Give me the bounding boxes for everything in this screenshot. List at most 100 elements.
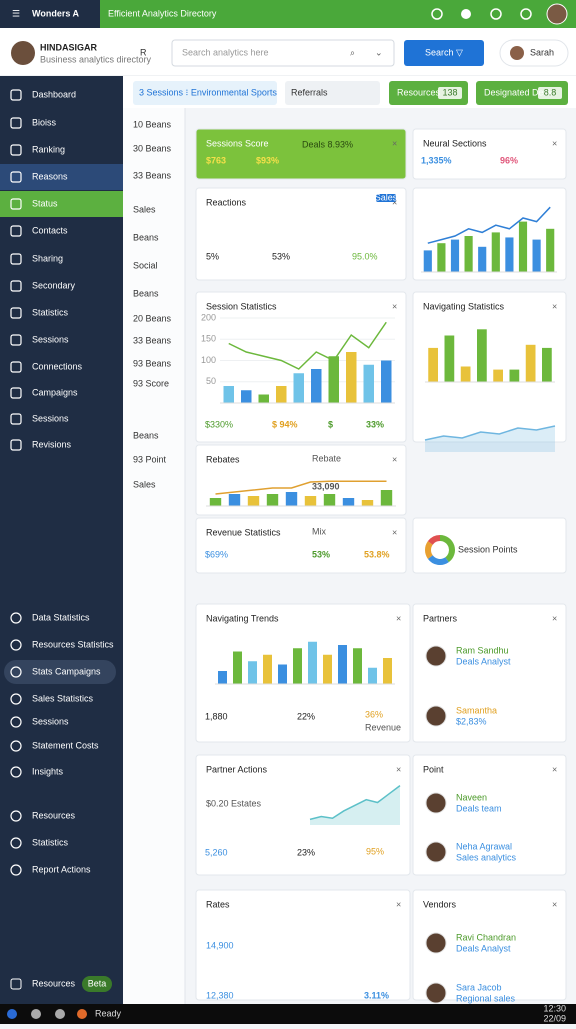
sublist-item[interactable]: 33 Beans	[133, 170, 172, 180]
search-box[interactable]	[171, 39, 395, 67]
brand-tagline: Business analytics directory	[40, 54, 152, 64]
stat: 53.8%	[364, 549, 390, 559]
taskbar-icon[interactable]	[31, 1009, 41, 1019]
user-name: Sarah	[530, 47, 554, 57]
bar	[383, 658, 392, 684]
sidebar-item[interactable]: Revisions	[32, 439, 72, 449]
sidebar-item[interactable]: Stats Campaigns	[32, 666, 101, 676]
person-role: Deals team	[456, 803, 502, 813]
avatar[interactable]	[546, 3, 568, 25]
sidebar-item[interactable]: Sessions	[32, 413, 69, 423]
sidebar-item[interactable]: Data Statistics	[32, 612, 90, 622]
close-icon[interactable]: ×	[392, 197, 397, 207]
sublist-item[interactable]: Beans	[133, 232, 159, 242]
icon[interactable]	[431, 8, 443, 20]
sidebar-item[interactable]: Resources	[32, 978, 76, 988]
sidebar-item[interactable]: Statement Costs	[32, 740, 99, 750]
taskbar-icon[interactable]	[7, 1009, 17, 1019]
close-icon[interactable]: ×	[552, 301, 557, 311]
search-button[interactable]	[404, 40, 484, 66]
sidebar-item[interactable]: Sessions	[32, 716, 69, 726]
bar	[493, 369, 503, 382]
sidebar-item[interactable]: Sharing	[32, 253, 63, 263]
sublist-item[interactable]: 93 Beans	[133, 358, 172, 368]
bar	[293, 373, 304, 403]
sidebar-item[interactable]: Status	[32, 198, 58, 208]
bar	[464, 236, 473, 272]
sidebar-item[interactable]: Dashboard	[32, 89, 76, 99]
taskbar-date: 22/09	[543, 1013, 566, 1023]
close-icon[interactable]: ×	[552, 899, 557, 909]
sidebar-item[interactable]: Resources	[32, 810, 76, 820]
sublist-item[interactable]: 10 Beans	[133, 119, 172, 129]
bar	[323, 494, 336, 506]
close-icon[interactable]: ×	[552, 764, 557, 774]
sidebar-item[interactable]: Contacts	[32, 225, 68, 235]
menu-icon[interactable]: ☰	[12, 8, 20, 18]
trend-line	[427, 206, 551, 244]
tab-label: 3 Sessions ⁝ Environmental Sports	[139, 87, 277, 97]
sidebar-item[interactable]: Bioiss	[32, 117, 57, 127]
card	[412, 754, 567, 876]
bar	[368, 667, 377, 684]
sublist-item[interactable]: 93 Score	[133, 378, 169, 388]
stat: $ 94%	[272, 419, 298, 429]
sidebar-item[interactable]: Statistics	[32, 307, 69, 317]
sidebar-item[interactable]: Ranking	[32, 144, 65, 154]
sublist-item[interactable]: Beans	[133, 288, 159, 298]
sidebar-item[interactable]: Sessions	[32, 334, 69, 344]
tab[interactable]	[285, 81, 380, 105]
sidebar-item[interactable]: Connections	[32, 361, 83, 371]
area-line	[309, 785, 401, 821]
icon[interactable]	[461, 9, 471, 19]
close-icon[interactable]: ×	[392, 301, 397, 311]
sidebar-item[interactable]: Insights	[32, 766, 64, 776]
sublist-item[interactable]: 20 Beans	[133, 313, 172, 323]
close-icon[interactable]: ×	[392, 527, 397, 537]
card-title: Partners	[423, 613, 458, 623]
bar	[266, 494, 279, 506]
card	[195, 603, 411, 743]
bar	[293, 648, 302, 684]
sublist-item[interactable]: Sales	[133, 204, 156, 214]
sidebar-item[interactable]: Campaigns	[32, 387, 78, 397]
bar	[228, 494, 241, 506]
sidebar-item[interactable]: Resources Statistics	[32, 639, 114, 649]
taskbar-time: 12:30	[543, 1003, 566, 1013]
sublist-item[interactable]: Social	[133, 260, 158, 270]
sidebar-icon	[10, 198, 22, 210]
bar	[505, 237, 514, 272]
sublist-item[interactable]: 33 Beans	[133, 335, 172, 345]
close-icon[interactable]: ×	[396, 613, 401, 623]
tab[interactable]	[133, 81, 277, 105]
sublist-item[interactable]: Beans	[133, 430, 159, 440]
icon[interactable]	[490, 8, 502, 20]
stat: 33%	[366, 419, 384, 429]
sidebar-icon	[10, 766, 22, 778]
close-icon[interactable]: ×	[392, 454, 397, 464]
sidebar-item[interactable]: Report Actions	[32, 864, 91, 874]
close-icon[interactable]: ×	[552, 138, 557, 148]
bar	[381, 360, 392, 403]
taskbar-icon[interactable]	[77, 1009, 87, 1019]
sidebar-item[interactable]: Secondary	[32, 280, 76, 290]
close-icon[interactable]: ×	[396, 899, 401, 909]
close-icon[interactable]: ×	[552, 613, 557, 623]
bar	[258, 394, 269, 403]
taskbar-icon[interactable]	[55, 1009, 65, 1019]
sidebar-item[interactable]: Reasons	[32, 171, 68, 181]
taskbar	[0, 1004, 576, 1024]
icon[interactable]	[520, 8, 532, 20]
sidebar-icon	[10, 666, 22, 678]
sidebar-item[interactable]: Statistics	[32, 837, 69, 847]
close-icon[interactable]: ×	[396, 764, 401, 774]
sidebar-item[interactable]: Sales Statistics	[32, 693, 94, 703]
bar	[437, 243, 446, 272]
close-icon[interactable]: ×	[392, 138, 397, 148]
stat: $69%	[205, 549, 228, 559]
stat: 14,900	[206, 940, 234, 950]
sublist-item[interactable]: 93 Point	[133, 454, 167, 464]
card-title: Neural Sections	[423, 138, 487, 148]
sublist-item[interactable]: Sales	[133, 479, 156, 489]
sublist-item[interactable]: 30 Beans	[133, 143, 172, 153]
